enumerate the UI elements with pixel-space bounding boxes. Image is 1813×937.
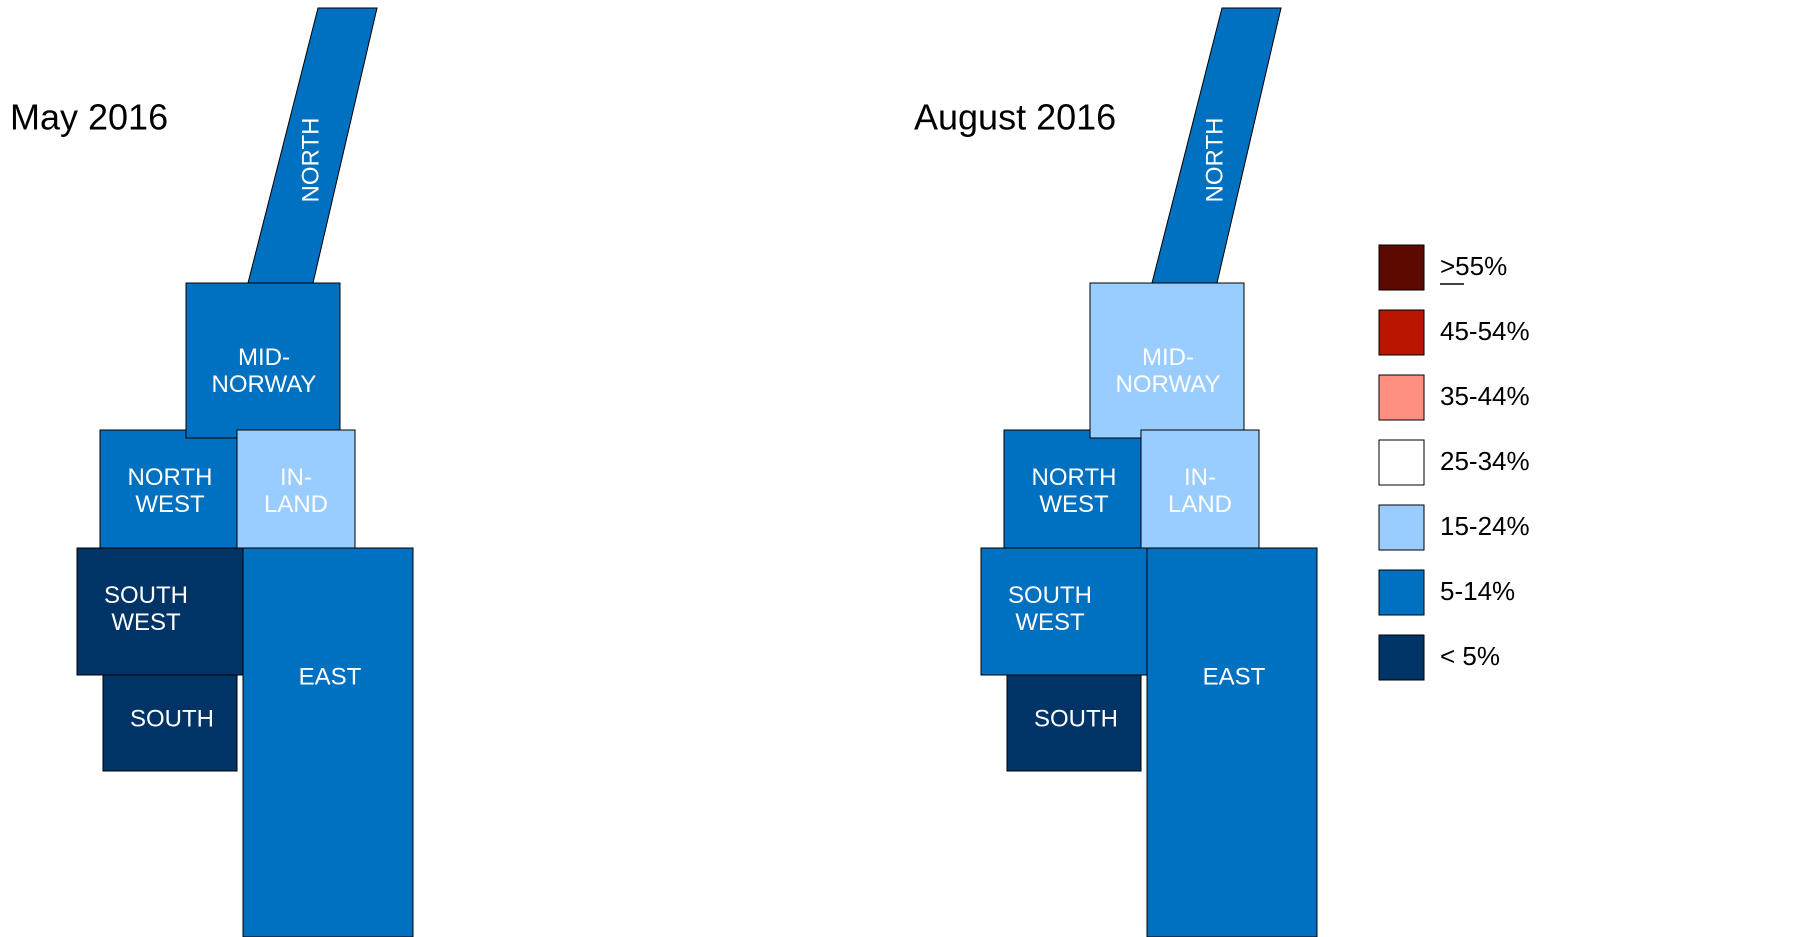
region-label: MID- — [238, 344, 290, 371]
legend-swatch — [1378, 569, 1425, 616]
legend-swatch — [1378, 504, 1425, 551]
region-label: NORTH — [128, 464, 213, 491]
region — [980, 547, 1148, 676]
legend-label: 35-44% — [1440, 381, 1530, 411]
region-label: SOUTH — [1008, 582, 1092, 609]
region-label: SOUTH — [1034, 705, 1118, 732]
map: May 2016NORTHNORTHWESTMID-NORWAYIN-LANDS… — [10, 7, 414, 937]
legend-swatch — [1378, 244, 1425, 291]
region-label: LAND — [264, 491, 328, 518]
legend-label: >55% — [1440, 251, 1507, 281]
region — [99, 429, 238, 558]
region-label: WEST — [1039, 491, 1109, 518]
region-label: NORTH — [1032, 464, 1117, 491]
legend-label: < 5% — [1440, 641, 1500, 671]
region-label: NORTH — [297, 118, 324, 203]
region — [185, 282, 341, 439]
region-label: WEST — [135, 491, 205, 518]
region — [102, 674, 238, 772]
region — [1003, 429, 1142, 558]
region-label: IN- — [280, 464, 312, 491]
region-label: MID- — [1142, 344, 1194, 371]
map-title: August 2016 — [914, 97, 1116, 138]
legend-label: 15-24% — [1440, 511, 1530, 541]
region-label: WEST — [1015, 609, 1085, 636]
region-label: NORWAY — [212, 371, 317, 398]
region — [1089, 282, 1245, 439]
legend-label: 5-14% — [1440, 576, 1515, 606]
legend-swatch — [1378, 374, 1425, 421]
region-label: LAND — [1168, 491, 1232, 518]
region-label: NORWAY — [1116, 371, 1221, 398]
map: August 2016NORTHNORTHWESTMID-NORWAYIN-LA… — [914, 7, 1318, 937]
region-label: SOUTH — [130, 705, 214, 732]
legend-swatch — [1378, 309, 1425, 356]
region — [242, 547, 414, 937]
legend-label: 25-34% — [1440, 446, 1530, 476]
region-label: SOUTH — [104, 582, 188, 609]
region-label: WEST — [111, 609, 181, 636]
region — [236, 429, 356, 549]
region-label: EAST — [1203, 663, 1266, 690]
region — [1006, 674, 1142, 772]
region-label: IN- — [1184, 464, 1216, 491]
region-label: EAST — [299, 663, 362, 690]
region — [76, 547, 244, 676]
legend-label: 45-54% — [1440, 316, 1530, 346]
region — [1140, 429, 1260, 549]
legend-swatch — [1378, 634, 1425, 681]
region-label: NORTH — [1201, 118, 1228, 203]
map-title: May 2016 — [10, 97, 168, 138]
region — [1146, 547, 1318, 937]
legend-swatch — [1378, 439, 1425, 486]
